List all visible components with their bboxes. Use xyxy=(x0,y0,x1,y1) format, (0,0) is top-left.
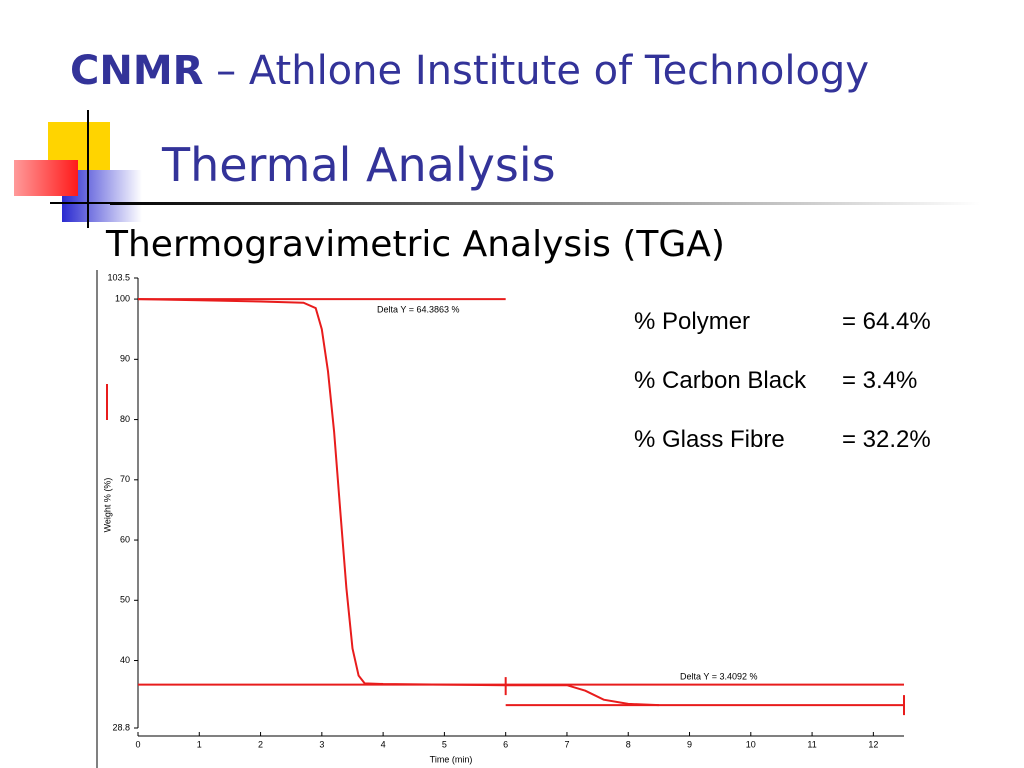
x-tick-label: 8 xyxy=(626,739,631,749)
x-tick-label: 3 xyxy=(319,739,324,749)
y-tick-label: 100 xyxy=(115,293,130,303)
y-tick-label: 80 xyxy=(120,414,130,424)
y-tick-label: 60 xyxy=(120,534,130,544)
x-tick-label: 5 xyxy=(442,739,447,749)
title-rest: – Athlone Institute of Technology xyxy=(216,48,869,94)
x-tick-label: 4 xyxy=(381,739,386,749)
x-tick-label: 2 xyxy=(258,739,263,749)
result-value: = 3.4% xyxy=(842,367,918,394)
y-tick-label: 90 xyxy=(120,354,130,364)
result-label: % Polymer xyxy=(634,308,751,335)
y-tick-label: 40 xyxy=(120,655,130,665)
y-axis-label: Weight % (%) xyxy=(102,478,112,533)
x-tick-label: 7 xyxy=(564,739,569,749)
heading: Thermogravimetric Analysis (TGA) xyxy=(106,224,725,265)
title-underline xyxy=(110,202,980,205)
title-bold: CNMR xyxy=(70,48,204,94)
annotation: Delta Y = 64.3863 % xyxy=(377,304,459,314)
y-tick-label: 28.8 xyxy=(112,722,130,732)
y-tick-label: 103.5 xyxy=(107,272,130,282)
subtitle: Thermal Analysis xyxy=(162,138,556,192)
annotation: Delta Y = 3.4092 % xyxy=(680,671,757,681)
x-tick-label: 11 xyxy=(807,739,816,749)
result-label: % Glass Fibre xyxy=(634,426,785,453)
deco-red xyxy=(14,160,78,196)
tga-curve xyxy=(137,298,659,707)
title: CNMR – Athlone Institute of Technology xyxy=(70,48,869,94)
result-value: = 32.2% xyxy=(842,426,931,453)
x-tick-label: 0 xyxy=(135,739,140,749)
y-tick-label: 50 xyxy=(120,595,130,605)
y-tick-label: 70 xyxy=(120,474,130,484)
x-tick-label: 12 xyxy=(868,739,878,749)
x-tick-label: 10 xyxy=(746,739,756,749)
x-tick-label: 6 xyxy=(503,739,508,749)
result-value: = 64.4% xyxy=(842,308,931,335)
x-axis-label: Time (min) xyxy=(430,754,473,764)
x-tick-label: 9 xyxy=(687,739,692,749)
x-tick-label: 1 xyxy=(197,739,202,749)
result-label: % Carbon Black xyxy=(634,367,807,394)
